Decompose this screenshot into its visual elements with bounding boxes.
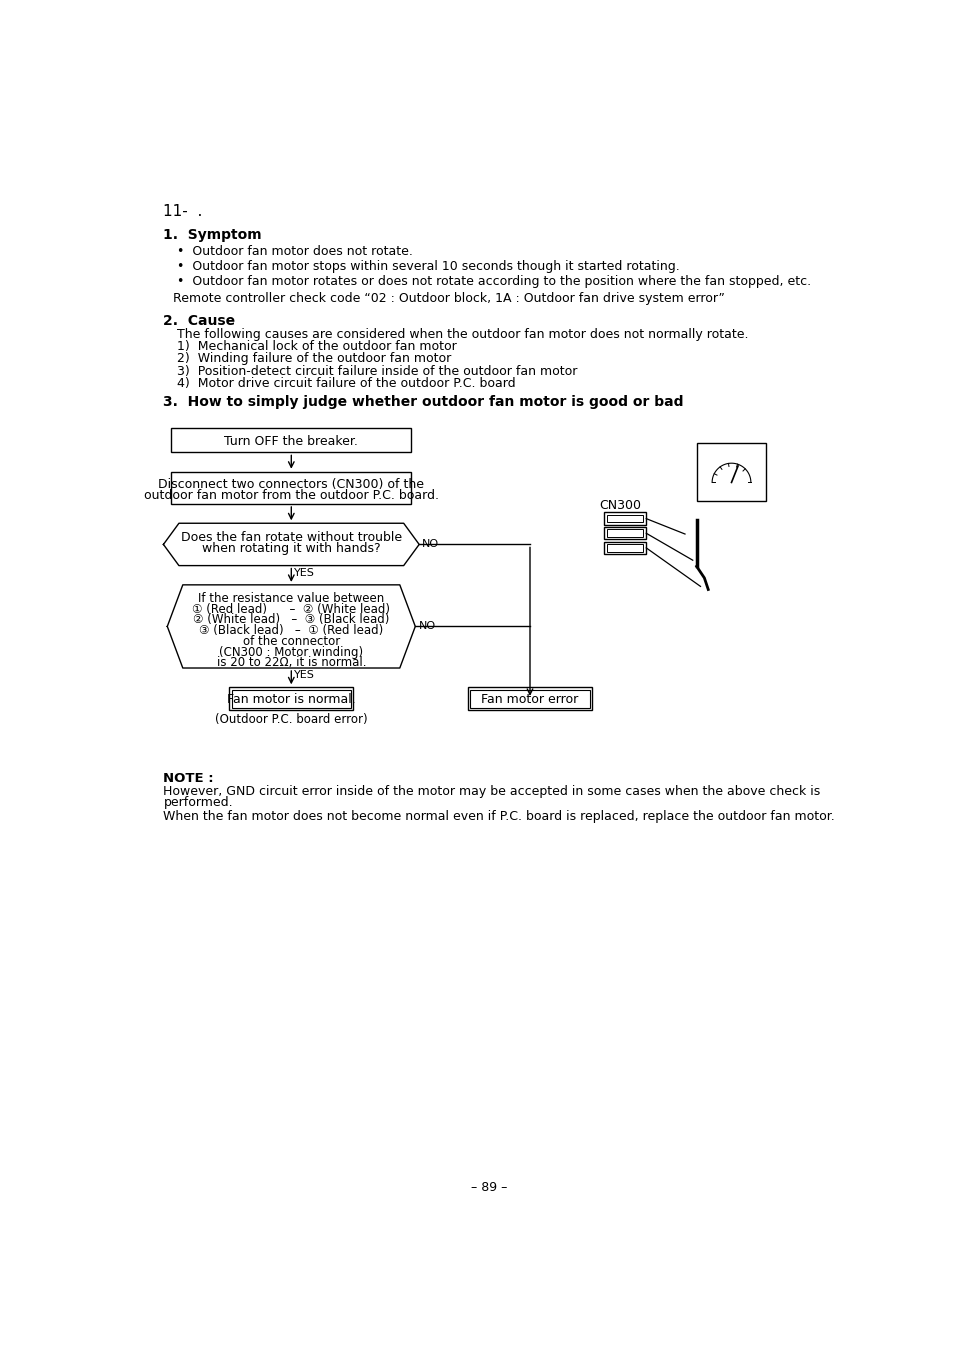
- Text: (CN300 : Motor winding): (CN300 : Motor winding): [219, 646, 363, 659]
- Text: 3)  Position-detect circuit failure inside of the outdoor fan motor: 3) Position-detect circuit failure insid…: [177, 365, 578, 378]
- Text: NO: NO: [422, 539, 439, 549]
- Text: 1)  Mechanical lock of the outdoor fan motor: 1) Mechanical lock of the outdoor fan mo…: [177, 340, 456, 353]
- Text: Disconnect two connectors (CN300) of the: Disconnect two connectors (CN300) of the: [158, 478, 424, 490]
- Text: •  Outdoor fan motor rotates or does not rotate according to the position where : • Outdoor fan motor rotates or does not …: [177, 276, 811, 288]
- Text: Does the fan rotate without trouble: Does the fan rotate without trouble: [180, 531, 401, 544]
- Text: 2)  Winding failure of the outdoor fan motor: 2) Winding failure of the outdoor fan mo…: [177, 353, 451, 365]
- Text: YES: YES: [294, 670, 314, 681]
- Text: when rotating it with hands?: when rotating it with hands?: [202, 542, 380, 555]
- Text: CN300: CN300: [599, 499, 641, 512]
- Bar: [603, 512, 645, 524]
- Text: – 89 –: – 89 –: [470, 1181, 507, 1194]
- Text: Turn OFF the breaker.: Turn OFF the breaker.: [224, 435, 358, 447]
- Text: ③ (Black lead)   –  ① (Red lead): ③ (Black lead) – ① (Red lead): [199, 624, 383, 638]
- Bar: [606, 515, 642, 523]
- Text: If the resistance value between: If the resistance value between: [198, 592, 384, 605]
- Text: 1.  Symptom: 1. Symptom: [163, 227, 262, 242]
- Text: •  Outdoor fan motor does not rotate.: • Outdoor fan motor does not rotate.: [177, 245, 413, 258]
- Text: performed.: performed.: [163, 796, 233, 809]
- Text: (Outdoor P.C. board error): (Outdoor P.C. board error): [214, 713, 367, 727]
- Bar: [470, 689, 589, 708]
- Text: 2.  Cause: 2. Cause: [163, 313, 235, 328]
- Text: ① (Red lead)      –  ② (White lead): ① (Red lead) – ② (White lead): [193, 603, 390, 616]
- Text: Fan motor error: Fan motor error: [481, 693, 578, 707]
- Text: ② (White lead)   –  ③ (Black lead): ② (White lead) – ③ (Black lead): [193, 613, 389, 627]
- Bar: [468, 688, 592, 711]
- Text: of the connector: of the connector: [242, 635, 339, 648]
- Text: •  Outdoor fan motor stops within several 10 seconds though it started rotating.: • Outdoor fan motor stops within several…: [177, 259, 679, 273]
- Bar: [603, 527, 645, 539]
- Text: However, GND circuit error inside of the motor may be accepted in some cases whe: However, GND circuit error inside of the…: [163, 785, 820, 798]
- Text: NOTE :: NOTE :: [163, 771, 213, 785]
- Text: 3.  How to simply judge whether outdoor fan motor is good or bad: 3. How to simply judge whether outdoor f…: [163, 396, 683, 409]
- Bar: [606, 544, 642, 551]
- Text: 4)  Motor drive circuit failure of the outdoor P.C. board: 4) Motor drive circuit failure of the ou…: [177, 377, 516, 390]
- Bar: [171, 428, 411, 453]
- Text: outdoor fan motor from the outdoor P.C. board.: outdoor fan motor from the outdoor P.C. …: [144, 489, 438, 501]
- Bar: [606, 530, 642, 538]
- Bar: [229, 688, 353, 711]
- Bar: [171, 471, 411, 504]
- Bar: [603, 542, 645, 554]
- Text: Fan motor is normal.: Fan motor is normal.: [227, 693, 355, 707]
- Bar: [696, 443, 765, 501]
- Text: NO: NO: [418, 621, 436, 631]
- Text: 11-  .: 11- .: [163, 204, 203, 219]
- Text: YES: YES: [294, 567, 314, 578]
- Text: Remote controller check code “02 : Outdoor block, 1A : Outdoor fan drive system : Remote controller check code “02 : Outdo…: [173, 292, 724, 305]
- Text: When the fan motor does not become normal even if P.C. board is replaced, replac: When the fan motor does not become norma…: [163, 809, 834, 823]
- Bar: [232, 689, 351, 708]
- Text: is 20 to 22Ω, it is normal.: is 20 to 22Ω, it is normal.: [216, 657, 366, 670]
- Text: The following causes are considered when the outdoor fan motor does not normally: The following causes are considered when…: [177, 328, 748, 340]
